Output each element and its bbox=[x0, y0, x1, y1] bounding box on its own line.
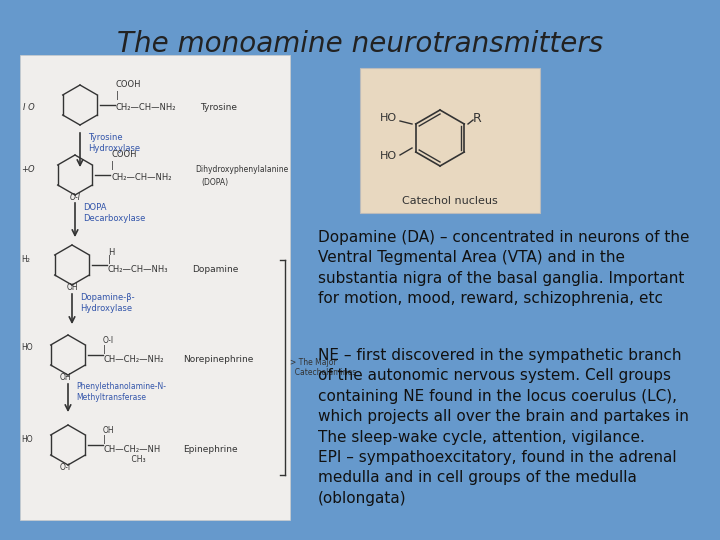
Text: |: | bbox=[103, 435, 106, 444]
Text: |: | bbox=[108, 255, 111, 264]
Text: > The Major
  Catecholamines: > The Major Catecholamines bbox=[290, 358, 356, 377]
FancyBboxPatch shape bbox=[360, 68, 540, 213]
Text: Catechol nucleus: Catechol nucleus bbox=[402, 196, 498, 206]
Text: Tyrosine: Tyrosine bbox=[200, 103, 237, 111]
Text: R: R bbox=[473, 111, 482, 125]
Text: CH₂—CH—NH₂: CH₂—CH—NH₂ bbox=[116, 103, 176, 111]
Text: EPI – sympathoexcitatory, found in the adrenal
medulla and in cell groups of the: EPI – sympathoexcitatory, found in the a… bbox=[318, 450, 677, 506]
Text: |: | bbox=[116, 91, 119, 100]
Text: H₂: H₂ bbox=[21, 254, 30, 264]
Text: The monoamine neurotransmitters: The monoamine neurotransmitters bbox=[117, 30, 603, 58]
Text: HO: HO bbox=[21, 342, 32, 352]
Text: OH: OH bbox=[103, 426, 114, 435]
Text: O-I: O-I bbox=[70, 192, 81, 201]
Text: DOPA
Decarboxylase: DOPA Decarboxylase bbox=[83, 203, 145, 223]
Text: |: | bbox=[103, 345, 106, 354]
Text: OH: OH bbox=[67, 284, 78, 293]
Text: H: H bbox=[108, 248, 114, 257]
Text: HO: HO bbox=[380, 113, 397, 123]
Text: COOH: COOH bbox=[116, 80, 142, 89]
Text: NE – first discovered in the sympathetic branch
of the autonomic nervous system.: NE – first discovered in the sympathetic… bbox=[318, 348, 689, 444]
Text: Tyrosine
Hydroxylase: Tyrosine Hydroxylase bbox=[88, 133, 140, 153]
Text: Dopamine-β-
Hydroxylase: Dopamine-β- Hydroxylase bbox=[80, 293, 135, 313]
Text: COOH: COOH bbox=[111, 150, 137, 159]
Text: OH: OH bbox=[60, 374, 71, 382]
Text: HO: HO bbox=[380, 151, 397, 161]
Text: HO: HO bbox=[21, 435, 32, 443]
FancyBboxPatch shape bbox=[20, 55, 290, 520]
Text: Dopamine: Dopamine bbox=[192, 265, 238, 273]
Text: CH—CH₂—NH: CH—CH₂—NH bbox=[103, 444, 161, 454]
Text: Norepinephrine: Norepinephrine bbox=[183, 354, 253, 363]
Text: CH₂—CH—NH₃: CH₂—CH—NH₃ bbox=[108, 265, 168, 273]
Text: (DOPA): (DOPA) bbox=[201, 178, 228, 186]
Text: O-I: O-I bbox=[60, 463, 71, 472]
Text: +O: +O bbox=[21, 165, 35, 174]
Text: I O: I O bbox=[23, 104, 35, 112]
Text: |: | bbox=[111, 161, 114, 170]
Text: O-I: O-I bbox=[103, 336, 114, 345]
Text: CH₂—CH—NH₂: CH₂—CH—NH₂ bbox=[111, 172, 171, 181]
Text: Dopamine (DA) – concentrated in neurons of the
Ventral Tegmental Area (VTA) and : Dopamine (DA) – concentrated in neurons … bbox=[318, 230, 690, 306]
Text: Dihydroxyphenylalanine: Dihydroxyphenylalanine bbox=[195, 165, 288, 174]
Text: CH₃: CH₃ bbox=[103, 456, 145, 464]
Text: CH—CH₂—NH₂: CH—CH₂—NH₂ bbox=[103, 354, 163, 363]
Text: Epinephrine: Epinephrine bbox=[183, 444, 238, 454]
Text: Phenylethanolamine-N-
Methyltransferase: Phenylethanolamine-N- Methyltransferase bbox=[76, 382, 166, 402]
